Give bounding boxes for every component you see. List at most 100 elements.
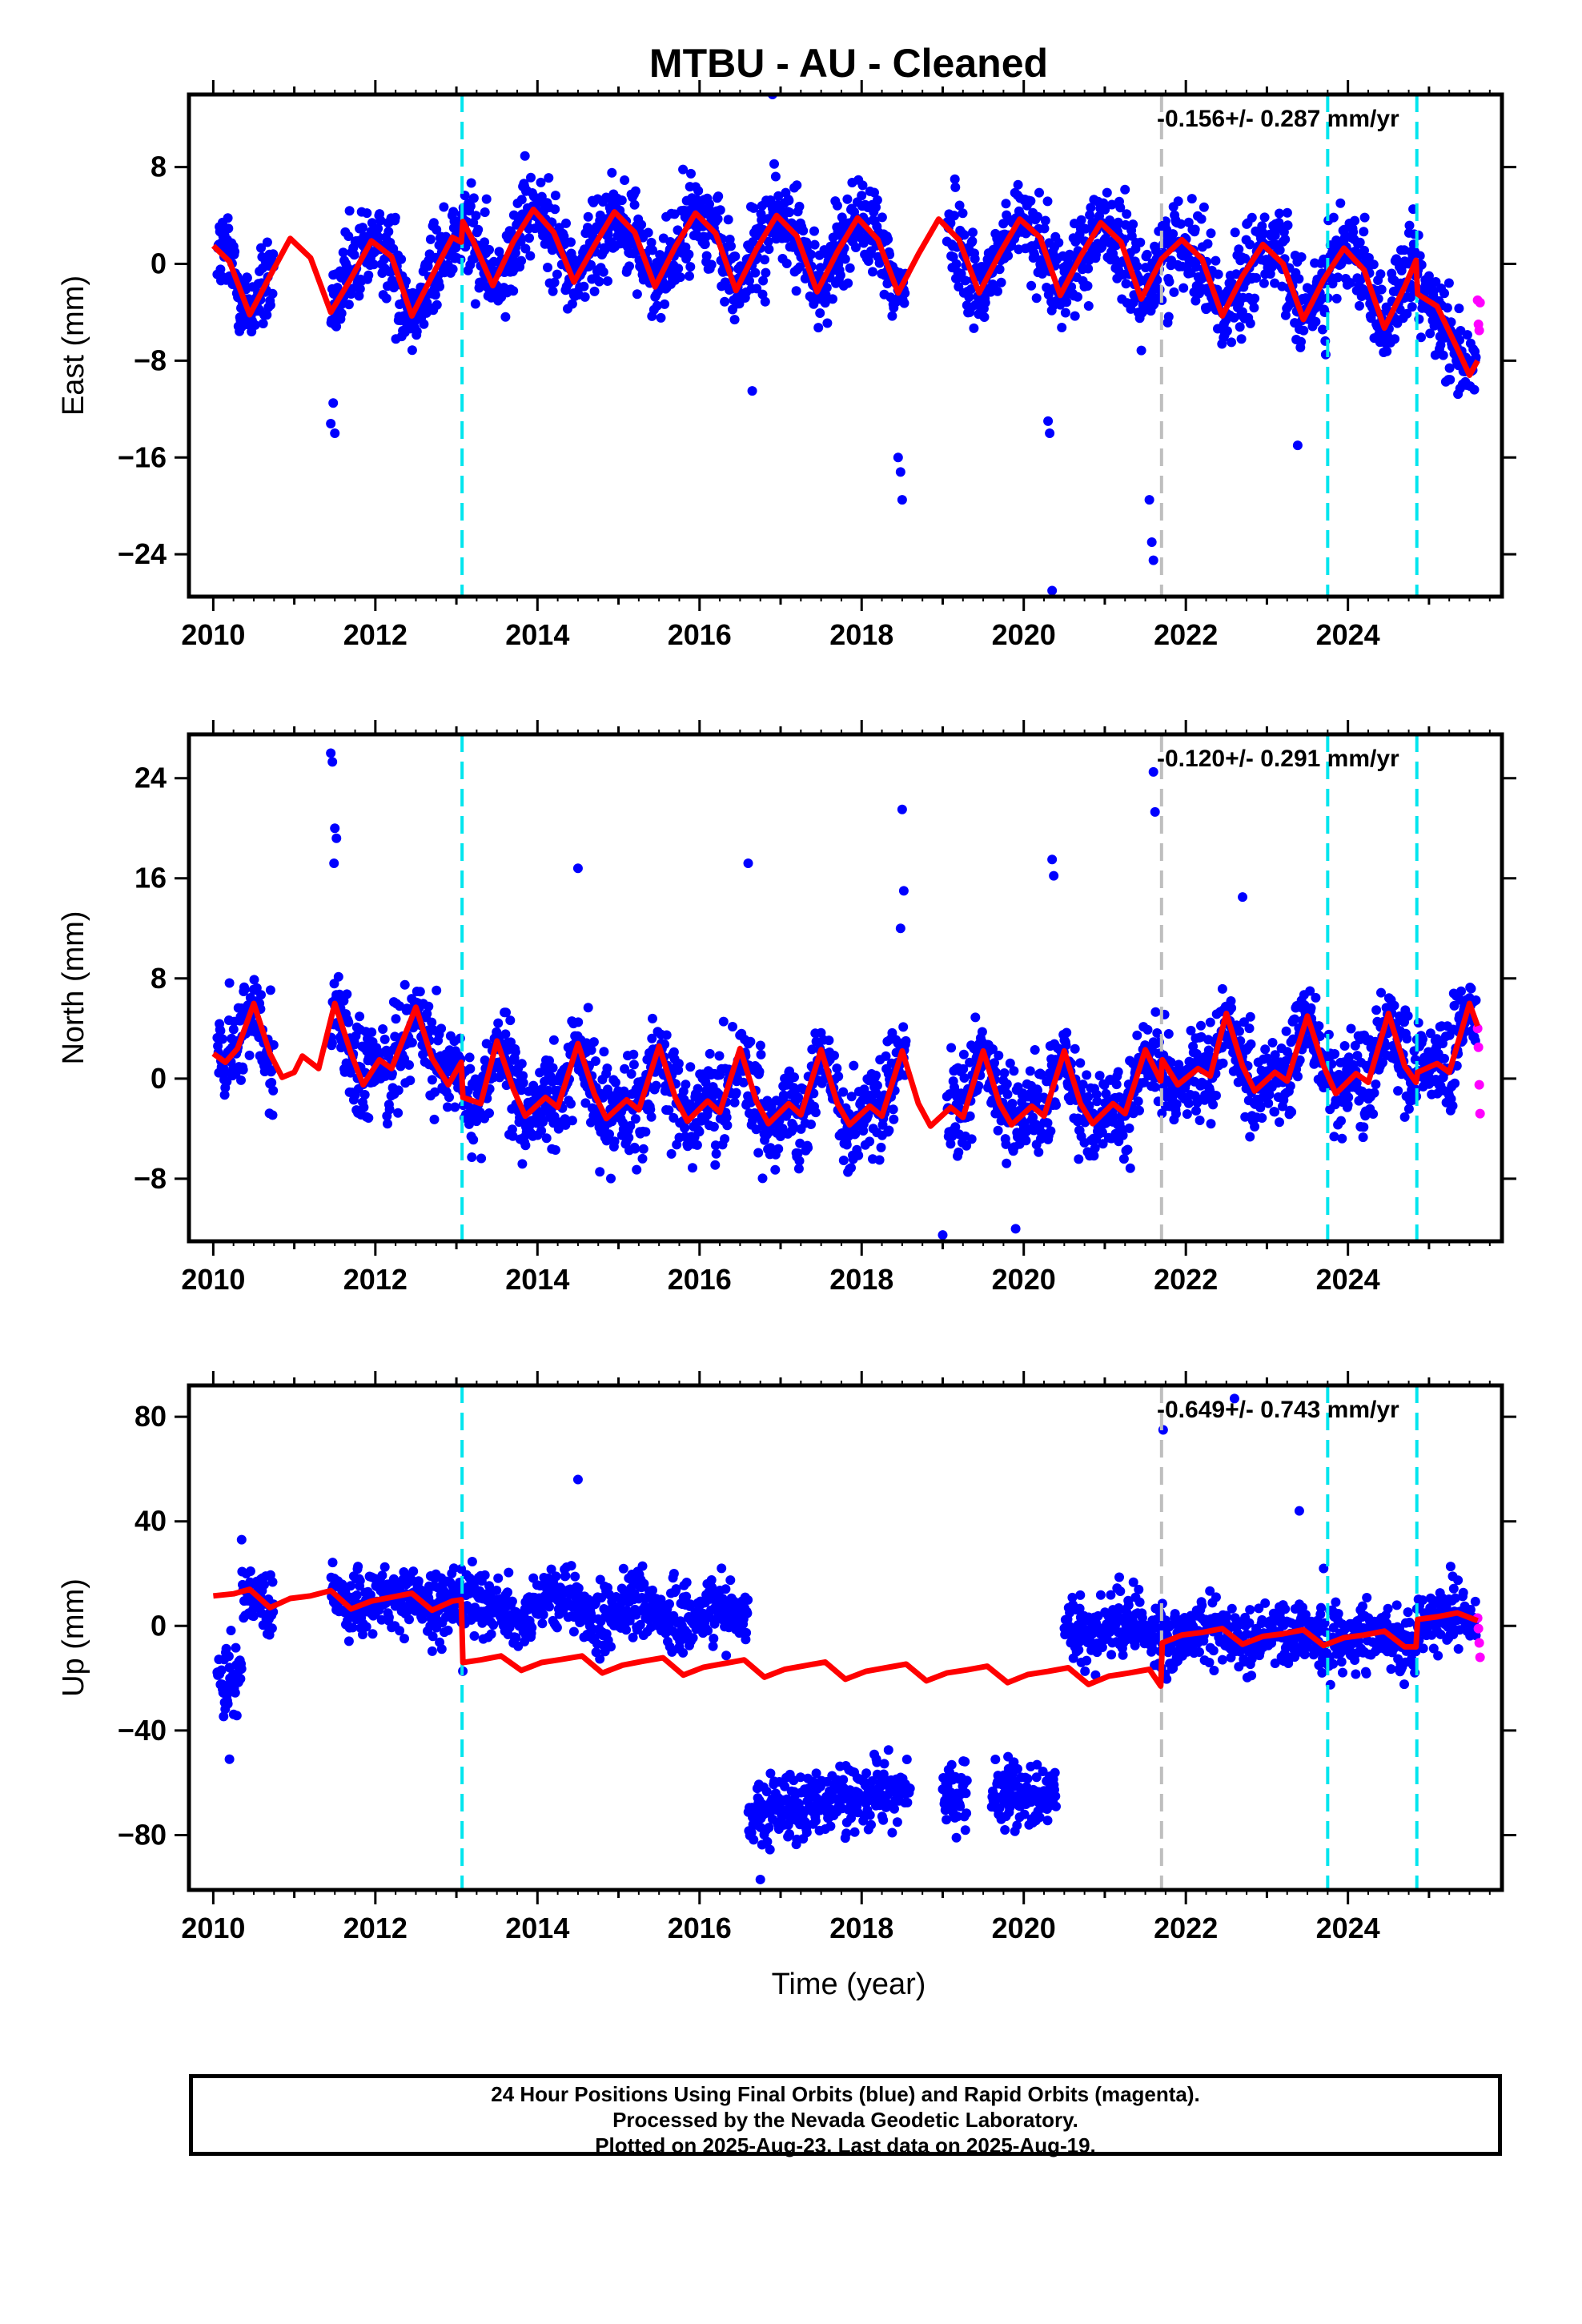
data-point	[267, 1577, 278, 1587]
data-point	[520, 151, 530, 161]
data-point	[1227, 1003, 1237, 1013]
data-point	[1213, 269, 1223, 279]
data-point	[770, 171, 781, 182]
data-point	[1456, 986, 1466, 996]
data-point	[1389, 1000, 1399, 1011]
data-point	[1296, 252, 1307, 262]
data-point	[1259, 212, 1270, 223]
data-point	[327, 1558, 338, 1568]
data-point	[871, 202, 881, 212]
rapid-point	[1475, 1108, 1485, 1119]
data-point	[703, 1106, 713, 1116]
data-point	[625, 1120, 636, 1131]
data-point	[384, 1104, 395, 1115]
x-tick-label: 2010	[181, 618, 245, 651]
data-point	[1176, 219, 1186, 229]
rapid-point	[1474, 325, 1484, 336]
data-point	[1089, 1151, 1099, 1161]
y-tick-label: 0	[151, 247, 167, 280]
data-point	[838, 1156, 849, 1165]
data-point	[1355, 300, 1364, 311]
data-point	[793, 1092, 804, 1103]
data-point	[333, 971, 343, 982]
data-point	[895, 923, 905, 934]
panel-east: 2010 2012 2014 2016 2018 2020 2022 202480−8−16−…	[57, 80, 1516, 651]
data-point	[1425, 328, 1435, 339]
data-point	[432, 300, 442, 310]
data-point	[977, 1027, 987, 1037]
data-point	[965, 1057, 975, 1068]
data-point	[466, 178, 476, 188]
data-point	[1462, 330, 1472, 340]
data-point	[1082, 1070, 1092, 1080]
x-tick-label: 2024	[1316, 1263, 1380, 1296]
data-point	[549, 277, 560, 287]
data-point	[236, 1663, 247, 1674]
data-point	[1128, 219, 1138, 230]
data-point	[393, 1108, 404, 1118]
data-point	[1168, 229, 1178, 239]
data-point	[958, 1049, 969, 1059]
data-point	[1343, 1100, 1353, 1110]
data-point	[832, 1063, 842, 1073]
data-point	[1122, 209, 1132, 219]
data-point	[1125, 1163, 1135, 1173]
data-point	[1368, 1109, 1379, 1119]
data-point	[1076, 215, 1086, 225]
data-point	[1450, 1078, 1460, 1088]
data-point	[869, 187, 879, 198]
data-point	[223, 213, 233, 223]
data-point	[722, 1120, 733, 1131]
data-point	[764, 244, 774, 255]
data-point	[1222, 326, 1232, 336]
data-point	[1160, 216, 1170, 227]
data-point	[1144, 495, 1154, 505]
data-point	[710, 1140, 721, 1151]
x-tick-label: 2012	[343, 1263, 408, 1296]
data-point	[1105, 215, 1115, 225]
data-point	[375, 215, 386, 226]
data-point	[218, 1034, 227, 1044]
data-point	[1275, 1117, 1284, 1128]
data-point	[946, 1043, 957, 1053]
data-point	[567, 299, 577, 309]
data-point	[1078, 1080, 1088, 1090]
data-point	[1026, 280, 1037, 291]
data-point	[1391, 254, 1402, 264]
data-point	[1292, 440, 1303, 451]
data-point	[1205, 1017, 1215, 1027]
data-point	[359, 1102, 369, 1112]
y-tick-label: 16	[135, 862, 167, 895]
data-point	[599, 1047, 609, 1057]
data-point	[706, 259, 717, 270]
data-point	[242, 273, 252, 283]
data-point	[536, 1126, 547, 1136]
model-curve	[211, 207, 1480, 378]
data-point	[630, 186, 640, 196]
data-point	[769, 159, 779, 169]
data-point	[640, 1127, 651, 1137]
data-point	[685, 1062, 696, 1072]
data-point	[1238, 892, 1248, 903]
data-point	[235, 1674, 246, 1684]
data-point	[738, 1077, 749, 1088]
data-point	[1186, 1025, 1196, 1035]
data-point	[1083, 1092, 1094, 1102]
data-point	[432, 224, 442, 235]
data-point	[609, 1136, 620, 1147]
data-point	[1244, 1023, 1255, 1034]
data-point	[685, 271, 694, 281]
data-point	[543, 1085, 553, 1096]
data-point	[1359, 227, 1369, 237]
data-point	[1368, 259, 1379, 270]
data-point	[628, 1059, 639, 1070]
data-point	[223, 1699, 233, 1709]
data-point	[720, 1134, 730, 1144]
data-point	[700, 239, 710, 249]
data-point	[1399, 1112, 1410, 1122]
data-point	[994, 264, 1005, 275]
data-point	[1005, 1058, 1015, 1068]
data-point	[344, 206, 355, 216]
data-point	[815, 263, 825, 273]
data-point	[1030, 1045, 1040, 1055]
